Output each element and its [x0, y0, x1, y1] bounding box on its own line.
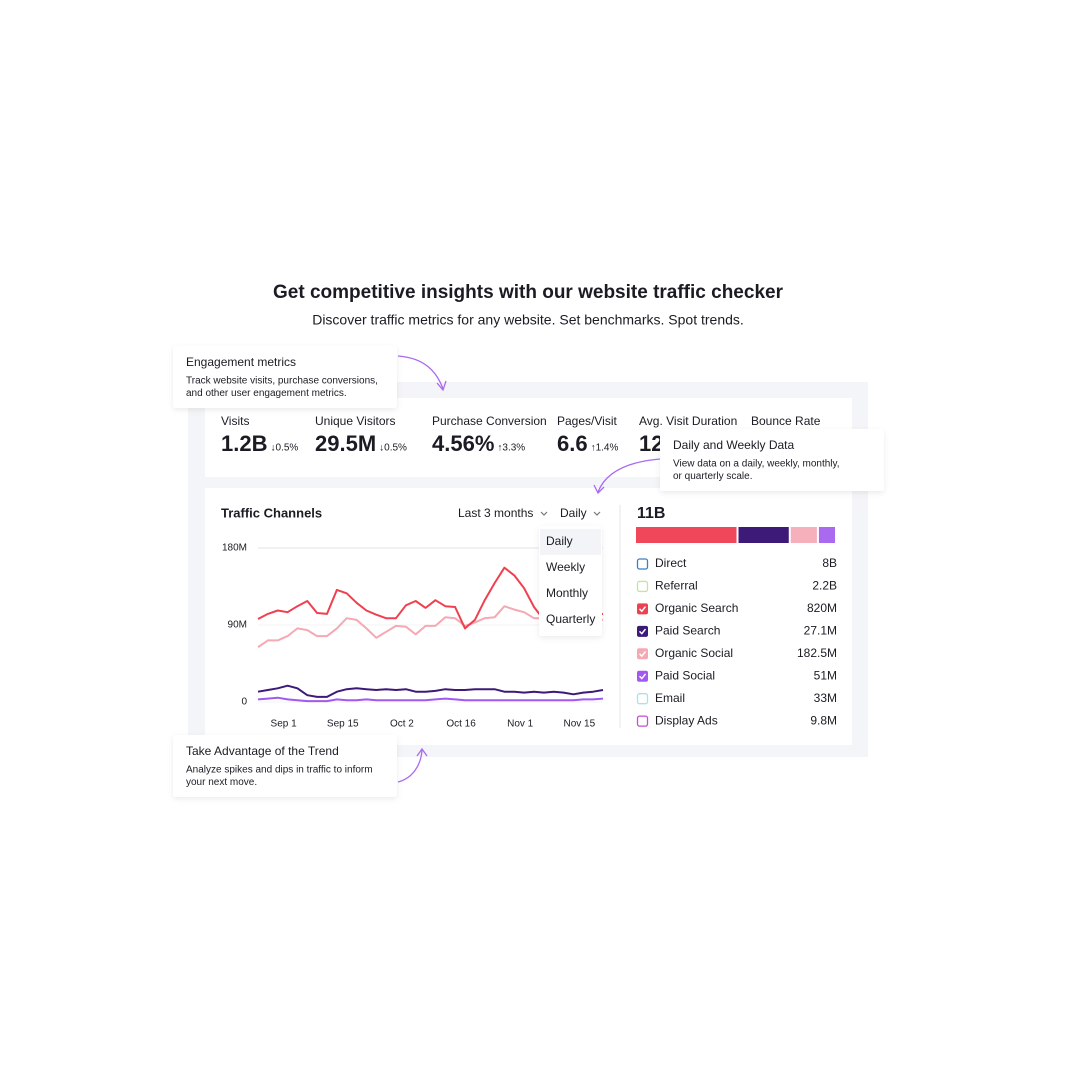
channel-name: Organic Search: [655, 601, 738, 615]
channel-name: Paid Search: [655, 624, 720, 638]
metric-label: Unique Visitors: [315, 414, 395, 428]
checkmark: [638, 651, 647, 658]
arrow-head: [416, 747, 428, 757]
metric-label: Avg. Visit Duration: [639, 414, 737, 428]
x-tick-label: Nov 1: [507, 719, 534, 730]
channel-value: 27.1M: [804, 624, 837, 638]
x-tick-label: Oct 2: [390, 719, 414, 730]
x-tick-label: Oct 16: [446, 719, 476, 730]
metric-value: 1.2B: [221, 431, 267, 456]
channel-name: Email: [655, 691, 685, 705]
overlays: Daily Weekly Monthly Quarterly Engagement me…: [173, 346, 884, 797]
callout-text: your next move.: [186, 777, 257, 788]
metric-label: Visits: [221, 414, 249, 428]
checkbox[interactable]: [636, 558, 649, 570]
checkbox[interactable]: [636, 693, 649, 705]
dropdown-option[interactable]: Weekly: [546, 560, 585, 574]
channel-name: Organic Social: [655, 646, 733, 660]
x-tick-label: Nov 15: [563, 719, 595, 730]
heading: Get competitive insights with our websit…: [273, 282, 784, 303]
metric-value: 6.6: [557, 431, 588, 456]
channel-value: 51M: [814, 668, 837, 682]
arrow-head: [436, 380, 447, 392]
dropdown-option[interactable]: Monthly: [546, 586, 588, 600]
callout-title: Daily and Weekly Data: [673, 438, 794, 452]
callout-text: Track website visits, purchase conversio…: [186, 376, 378, 387]
share-segment: [790, 527, 817, 543]
arrow-head: [593, 484, 605, 495]
metric-value: 4.56%: [432, 431, 494, 456]
x-tick-label: Sep 15: [327, 719, 359, 730]
metric-change: ↑3.3%: [497, 443, 525, 454]
granularity-select[interactable]: Daily: [560, 506, 587, 520]
channel-value: 8B: [822, 556, 837, 570]
metric-change: ↑1.4%: [591, 443, 619, 454]
chevron: [540, 511, 548, 516]
callout-text: or quarterly scale.: [673, 471, 752, 482]
callout-text: Analyze spikes and dips in traffic to in…: [186, 765, 373, 776]
metric-change: ↓0.5%: [379, 443, 407, 454]
channel-name: Paid Social: [655, 668, 715, 682]
channel-value: 820M: [807, 601, 837, 615]
callout-box: [173, 346, 397, 408]
checkmark: [638, 628, 647, 635]
chevron: [593, 511, 601, 516]
share-segment: [818, 527, 835, 543]
series-line: [257, 684, 604, 698]
share-segment: [636, 527, 737, 543]
subheading: Discover traffic metrics for any website…: [312, 312, 744, 328]
metric-value: 29.5M: [315, 431, 376, 456]
callout-box: [660, 429, 884, 491]
channel-value: 33M: [814, 691, 837, 705]
channel-name: Display Ads: [655, 713, 718, 727]
checkbox[interactable]: [636, 715, 649, 727]
section-title: Traffic Channels: [221, 505, 322, 520]
metric-change: ↓0.5%: [270, 443, 298, 454]
checkmark: [638, 673, 647, 680]
dropdown-option[interactable]: Quarterly: [546, 612, 595, 626]
metric-label: Pages/Visit: [557, 414, 617, 428]
callout-text: View data on a daily, weekly, monthly,: [673, 459, 840, 470]
y-tick-label: 90M: [228, 620, 247, 631]
callout-box: [173, 735, 397, 797]
period-select[interactable]: Last 3 months: [458, 506, 533, 520]
callout-text: and other user engagement metrics.: [186, 388, 347, 399]
x-tick-label: Sep 1: [271, 719, 298, 730]
channel-value: 9.8M: [810, 713, 837, 727]
metric-value: 12: [639, 431, 663, 456]
y-tick-label: 180M: [222, 543, 247, 554]
total: 11B: [637, 505, 665, 522]
channels-card: [205, 488, 852, 745]
dropdown-option[interactable]: Daily: [546, 534, 573, 548]
metric-label: Purchase Conversion: [432, 414, 547, 428]
checkbox[interactable]: [636, 580, 649, 593]
arrow: [397, 355, 444, 390]
metric-label: Bounce Rate: [751, 414, 821, 428]
checkbox[interactable]: [637, 603, 648, 615]
share-segment: [738, 527, 789, 543]
channel-value: 2.2B: [812, 579, 837, 593]
checkmark: [638, 606, 647, 613]
callout-title: Take Advantage of the Trend: [186, 744, 339, 758]
dropdown-highlight: [540, 529, 601, 555]
y-tick-label: 0: [241, 697, 247, 708]
checkbox[interactable]: [637, 670, 648, 682]
series-line: [257, 696, 604, 703]
arrow: [397, 749, 423, 783]
checkbox[interactable]: [637, 648, 648, 660]
checkbox[interactable]: [637, 625, 648, 637]
channel-name: Direct: [655, 556, 687, 570]
channel-value: 182.5M: [797, 646, 837, 660]
callout-title: Engagement metrics: [186, 355, 296, 369]
arrow: [597, 458, 661, 493]
channel-name: Referral: [655, 579, 698, 593]
